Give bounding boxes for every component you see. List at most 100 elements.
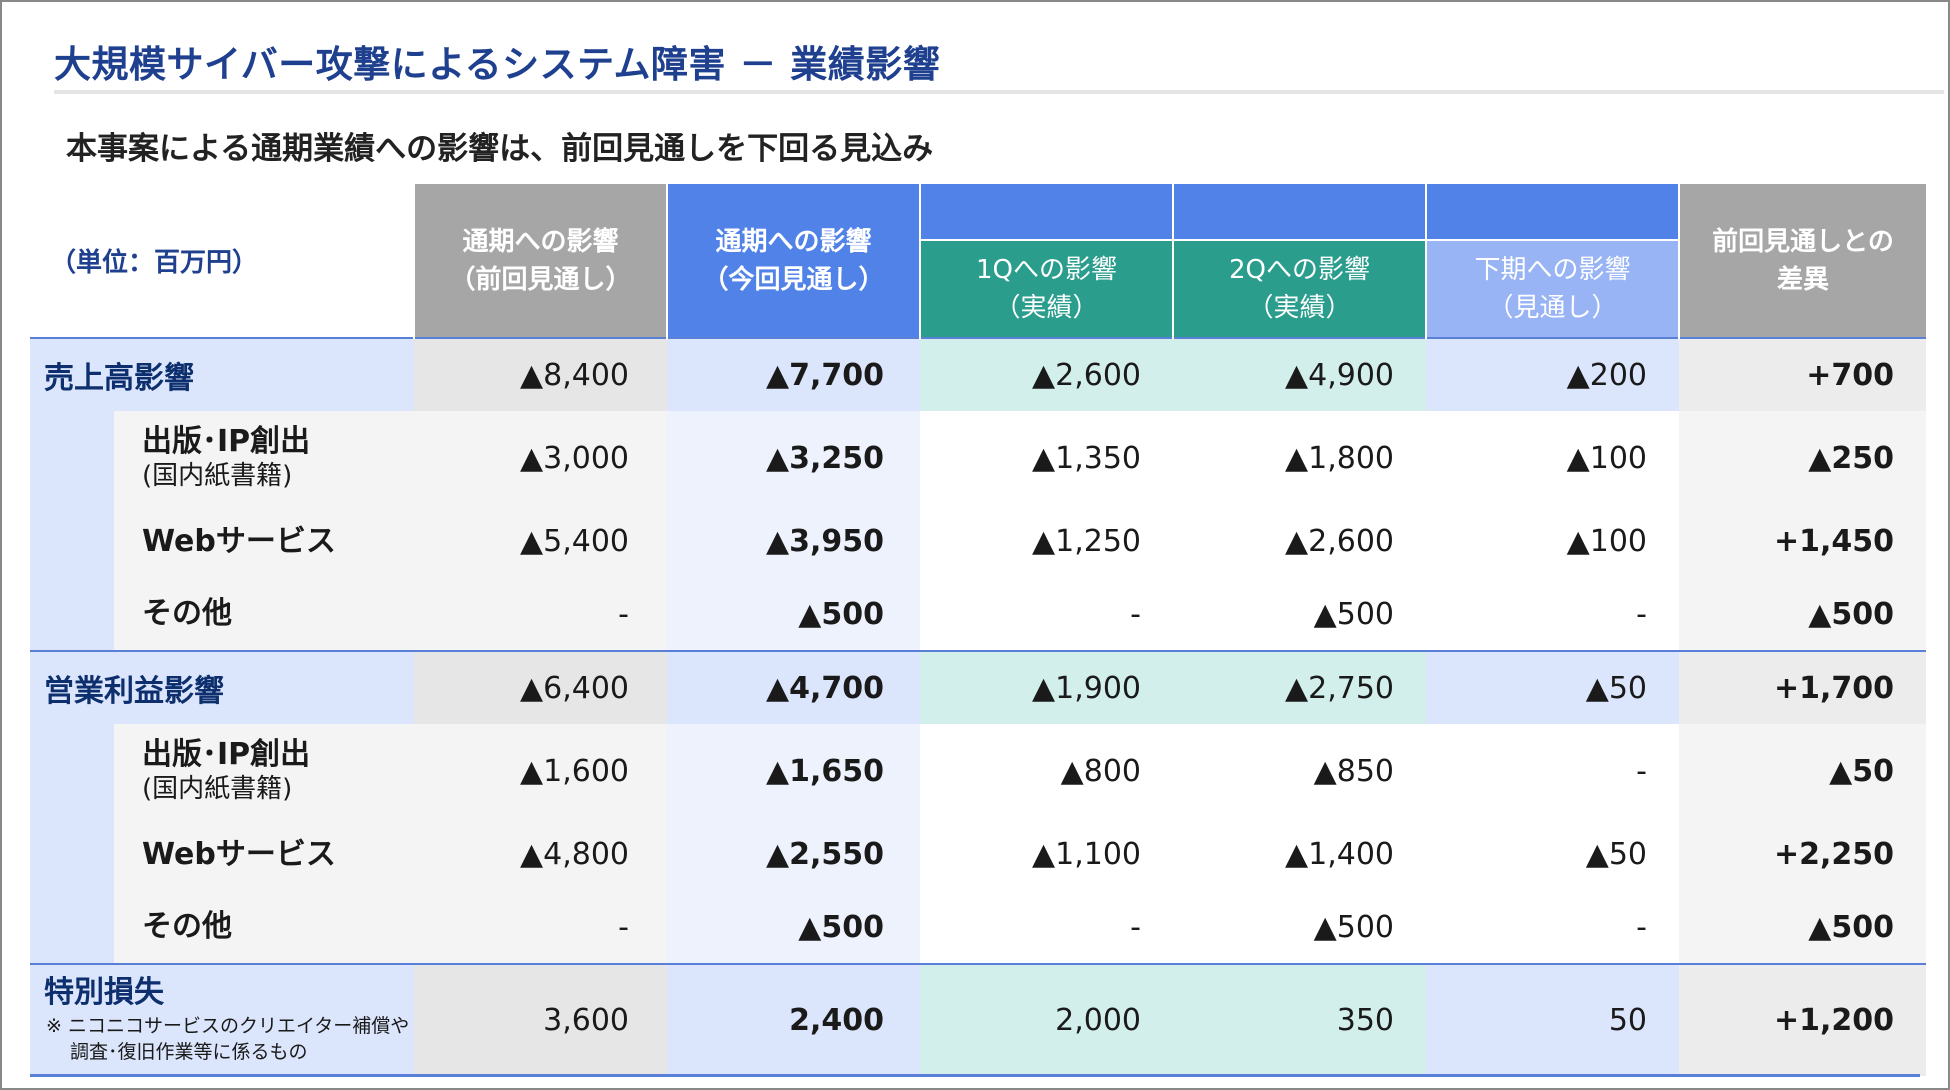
row-label-sub: (国内紙書籍) (142, 774, 293, 804)
table-row: 出版･IP創出 (国内紙書籍) ▲1,600 ▲1,650 ▲800 ▲850 … (30, 724, 1926, 964)
row-label: 出版･IP創出 (国内紙書籍) (114, 411, 414, 505)
cell-h2: ▲200 (1426, 337, 1679, 411)
cell-q2: ▲4,900 (1173, 337, 1426, 411)
header-difference: 前回見通しとの 差異 (1678, 184, 1926, 338)
table-row-extraordinary-loss: 特別損失 ※ ニコニコサービスのクリエイター補償や 調査･復旧作業等に係るもの … (30, 963, 1926, 1076)
page-subtitle: 本事案による通期業績への影響は、前回見通しを下回る見込み (66, 131, 934, 167)
cell-q2: ▲850 (1173, 724, 1426, 818)
cell-prev: ▲1,600 (414, 724, 667, 818)
cell-diff: +1,700 (1679, 650, 1926, 724)
cell-cur: 2,400 (667, 963, 920, 1076)
row-label-main: 特別損失 (44, 975, 164, 1010)
row-label: その他 (114, 891, 414, 964)
header-diff-line1: 前回見通しとの (1712, 226, 1894, 257)
cell-q2: ▲1,400 (1173, 818, 1426, 891)
header-h2-line1: 下期への影響 (1474, 255, 1631, 285)
row-label: Webサービス (114, 505, 414, 578)
row-label: 売上高影響 (30, 337, 414, 411)
header-prev-line1: 通期への影響 (462, 226, 619, 257)
header-prev-forecast: 通期への影響 （前回見通し） (413, 184, 667, 338)
cell-h2: - (1426, 891, 1679, 964)
cell-q2: ▲500 (1173, 578, 1426, 651)
header-band (1425, 184, 1679, 240)
table-row: Webサービス ▲4,800 ▲2,550 ▲1,100 ▲1,400 ▲50 … (30, 818, 1926, 891)
cell-q1: 2,000 (920, 963, 1173, 1076)
cell-diff: +2,250 (1679, 818, 1926, 891)
cell-q2: ▲1,800 (1173, 411, 1426, 505)
cell-q2: 350 (1173, 963, 1426, 1076)
cell-h2: - (1426, 578, 1679, 651)
cell-prev: ▲8,400 (414, 337, 667, 411)
cell-diff: +700 (1679, 337, 1926, 411)
header-q1-line1: 1Qへの影響 (975, 255, 1117, 285)
cell-cur: ▲2,550 (667, 818, 920, 891)
indent-band (30, 411, 114, 651)
cell-q2: ▲2,600 (1173, 505, 1426, 578)
cell-diff: +1,200 (1679, 963, 1926, 1076)
header-band (919, 184, 1173, 240)
cell-q1: ▲2,600 (920, 337, 1173, 411)
cell-prev: ▲6,400 (414, 650, 667, 724)
cell-q1: - (920, 891, 1173, 964)
header-diff-line2: 差異 (1776, 264, 1829, 295)
header-q1: 1Qへの影響 （実績） (919, 239, 1173, 338)
header-q2-line1: 2Qへの影響 (1228, 255, 1370, 285)
table-row: その他 - ▲500 - ▲500 - ▲500 (30, 578, 1926, 651)
table-row-operating-profit: 営業利益影響 ▲6,400 ▲4,700 ▲1,900 ▲2,750 ▲50 +… (30, 650, 1926, 724)
table-row: Webサービス ▲5,400 ▲3,950 ▲1,250 ▲2,600 ▲100… (30, 505, 1926, 578)
row-footnote-cont: 調査･復旧作業等に係るもの (70, 1041, 308, 1063)
row-label-sub: (国内紙書籍) (142, 461, 293, 491)
header-cur-line2: （今回見通し） (702, 264, 885, 295)
cell-cur: ▲4,700 (667, 650, 920, 724)
cell-h2: ▲50 (1426, 650, 1679, 724)
cell-q1: ▲1,250 (920, 505, 1173, 578)
cell-h2: ▲100 (1426, 505, 1679, 578)
cell-q1: ▲1,100 (920, 818, 1173, 891)
indent-band (30, 724, 114, 964)
cell-prev: ▲4,800 (414, 818, 667, 891)
cell-prev: - (414, 891, 667, 964)
cell-q2: ▲2,750 (1173, 650, 1426, 724)
cell-prev: - (414, 578, 667, 651)
row-footnote: ※ ニコニコサービスのクリエイター補償や (46, 1015, 410, 1037)
cell-diff: ▲500 (1679, 891, 1926, 964)
cell-cur: ▲7,700 (667, 337, 920, 411)
unit-label: （単位：百万円） (50, 248, 259, 278)
impact-table: （単位：百万円） 通期への影響 （前回見通し） 通期への影響 （今回見通し） 前… (30, 184, 1926, 1076)
page-title: 大規模サイバー攻撃によるシステム障害 － 業績影響 (54, 43, 941, 86)
cell-h2: - (1426, 724, 1679, 818)
header-band (1172, 184, 1426, 240)
table-row: 出版･IP創出 (国内紙書籍) ▲3,000 ▲3,250 ▲1,350 ▲1,… (30, 411, 1926, 651)
header-q2: 2Qへの影響 （実績） (1172, 239, 1426, 338)
cell-cur: ▲3,950 (667, 505, 920, 578)
row-label: Webサービス (114, 818, 414, 891)
cell-prev: ▲3,000 (414, 411, 667, 505)
cell-q1: - (920, 578, 1173, 651)
table-bottom-rule (30, 1074, 1920, 1077)
cell-cur: ▲500 (667, 578, 920, 651)
cell-diff: ▲250 (1679, 411, 1926, 505)
header-prev-line2: （前回見通し） (449, 264, 632, 295)
row-label: その他 (114, 578, 414, 651)
cell-prev: ▲5,400 (414, 505, 667, 578)
title-divider (54, 90, 1944, 94)
cell-diff: ▲500 (1679, 578, 1926, 651)
row-label: 出版･IP創出 (国内紙書籍) (114, 724, 414, 818)
cell-q1: ▲800 (920, 724, 1173, 818)
row-label: 特別損失 ※ ニコニコサービスのクリエイター補償や 調査･復旧作業等に係るもの (30, 963, 414, 1076)
header-q1-line2: （実績） (994, 293, 1099, 323)
cell-diff: +1,450 (1679, 505, 1926, 578)
table-row: その他 - ▲500 - ▲500 - ▲500 (30, 891, 1926, 964)
cell-h2: ▲100 (1426, 411, 1679, 505)
header-h2: 下期への影響 （見通し） (1425, 239, 1679, 338)
cell-h2: ▲50 (1426, 818, 1679, 891)
cell-q1: ▲1,900 (920, 650, 1173, 724)
table-row-revenue: 売上高影響 ▲8,400 ▲7,700 ▲2,600 ▲4,900 ▲200 +… (30, 337, 1926, 411)
cell-cur: ▲1,650 (667, 724, 920, 818)
cell-q2: ▲500 (1173, 891, 1426, 964)
cell-prev: 3,600 (414, 963, 667, 1076)
cell-cur: ▲500 (667, 891, 920, 964)
header-q2-line2: （実績） (1247, 293, 1352, 323)
header-current-forecast: 通期への影響 （今回見通し） (666, 184, 920, 338)
